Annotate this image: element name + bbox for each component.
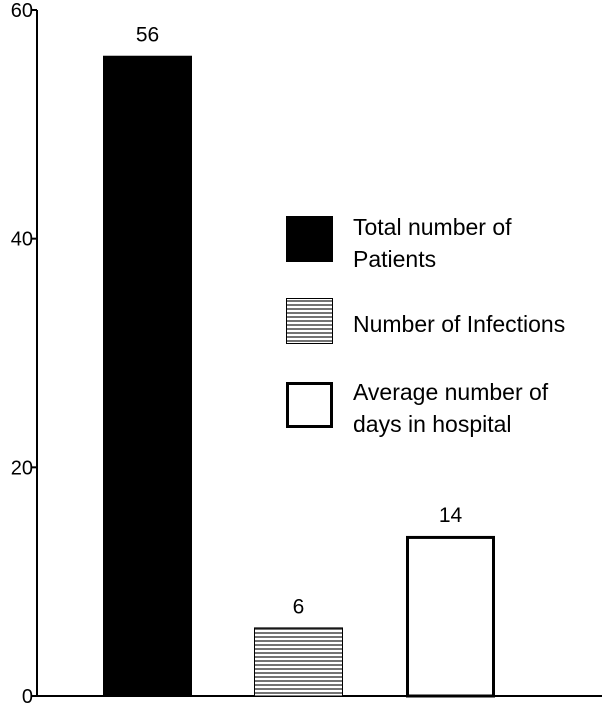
legend-swatch (286, 298, 333, 344)
y-tick-label: 60 (11, 0, 33, 22)
y-tick-label: 20 (11, 457, 33, 479)
legend: Total number of Patients Number of Infecti… (286, 214, 565, 437)
legend-label: Number of Infections (353, 311, 565, 337)
bar-data-label: 56 (136, 24, 159, 47)
y-tick-label: 40 (11, 229, 33, 251)
y-tick-label: 0 (22, 686, 33, 707)
bars: 56 6 14 (103, 24, 495, 698)
bar (254, 627, 343, 697)
bar-data-label: 14 (439, 504, 463, 527)
legend-swatch (286, 382, 333, 428)
legend-label: days in hospital (353, 411, 512, 437)
bar (406, 535, 495, 698)
bar (103, 55, 192, 697)
legend-label: Total number of (353, 214, 512, 240)
axes: 0 20 40 60 (11, 0, 602, 707)
legend-swatch (286, 216, 333, 262)
legend-label: Patients (353, 246, 436, 272)
bar-data-label: 6 (293, 595, 305, 618)
legend-label: Average number of (353, 379, 549, 405)
